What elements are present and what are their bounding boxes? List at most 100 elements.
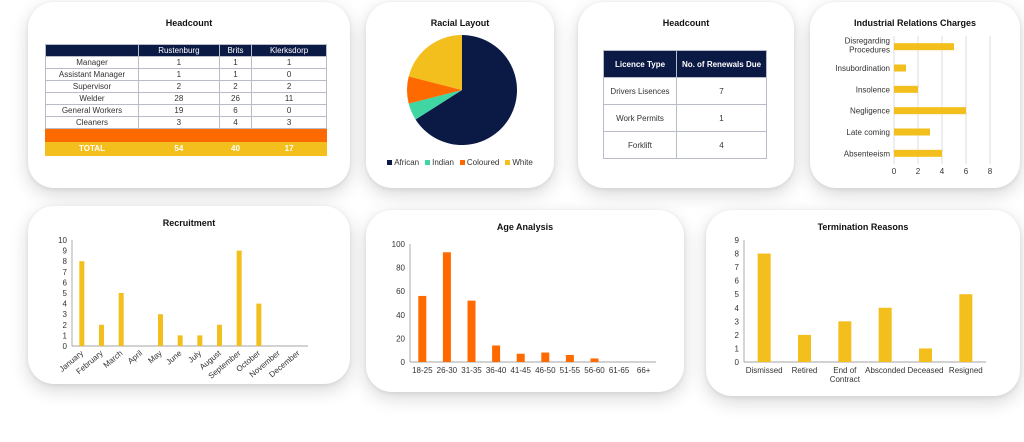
x-tick-label: 46-50: [535, 366, 556, 375]
y-tick-label: 60: [396, 287, 405, 296]
x-tick-label: 31-35: [461, 366, 482, 375]
x-tick-label: Contract: [830, 375, 861, 384]
legend-item-african: African: [387, 158, 419, 167]
termination-chart: 0 1 2 3 4 5 6 7 8 9 Dismissed Retired End ofContract…: [735, 236, 986, 384]
bar: [99, 324, 104, 346]
legend-swatch: [505, 160, 511, 166]
y-tick-label: 6: [63, 278, 68, 287]
headcount-table: Rustenburg Brits Klerksdorp Manager 1 1 1 A…: [45, 44, 327, 156]
y-tick-label: 5: [63, 289, 68, 298]
renewals-cell: 1: [676, 104, 767, 132]
bar: [158, 314, 163, 346]
y-tick-label: 9: [735, 236, 740, 245]
age-analysis-title: Age Analysis: [496, 222, 554, 232]
total-row: TOTAL 54 40 17: [45, 141, 327, 156]
recruitment-title: Recruitment: [162, 218, 216, 228]
table-row: Welder 28 26 11: [45, 92, 327, 105]
bar: [894, 128, 930, 136]
bar: [177, 335, 183, 346]
termination-title: Termination Reasons: [817, 222, 909, 232]
y-tick-label: 0: [63, 342, 68, 351]
role-cell: General Workers: [45, 104, 139, 117]
value-cell: 1: [218, 56, 253, 69]
table-row: Assistant Manager 1 1 0: [45, 68, 327, 81]
y-tick-label: 1: [63, 331, 68, 340]
legend-item-coloured: Coloured: [459, 158, 500, 167]
renewals-cell: 7: [676, 77, 767, 105]
value-cell: 26: [218, 92, 253, 105]
bar: [217, 324, 222, 346]
x-tick-label: April: [126, 349, 144, 366]
column-header: Brits: [218, 44, 253, 57]
x-tick-label: Absconded: [865, 366, 905, 375]
total-value: 40: [218, 141, 253, 156]
x-tick-label: March: [102, 349, 125, 370]
value-cell: 1: [251, 56, 327, 69]
total-label: TOTAL: [45, 141, 139, 156]
total-value: 17: [251, 141, 327, 156]
table-row: Cleaners 3 4 3: [45, 116, 327, 129]
legend-label: Coloured: [466, 158, 500, 167]
bar: [798, 334, 811, 362]
x-tick-label: 2: [916, 167, 921, 176]
y-tick-label: Late coming: [846, 128, 890, 137]
table-row: Supervisor 2 2 2: [45, 80, 327, 93]
table-row: Drivers Lisences 7: [603, 77, 767, 105]
x-tick-label: 0: [892, 167, 897, 176]
bar: [894, 149, 942, 157]
legend-item-white: White: [505, 158, 533, 167]
bar: [894, 107, 966, 115]
x-tick-label: 41-45: [510, 366, 531, 375]
x-tick-label: 26-30: [437, 366, 458, 375]
racial-layout-title: Racial Layout: [430, 18, 490, 28]
y-tick-label: 2: [735, 331, 740, 340]
column-header: Rustenburg: [138, 44, 220, 57]
legend-label: White: [512, 158, 533, 167]
x-tick-label: End of: [833, 366, 857, 375]
recruitment-card: Recruitment 0 1 2 3 4 5 6 7 8 9 10 January February M…: [28, 206, 350, 384]
licence-title: Headcount: [662, 18, 710, 28]
x-tick-label: Retired: [792, 366, 818, 375]
legend-label: African: [394, 158, 420, 167]
x-tick-label: Deceased: [907, 366, 943, 375]
bar: [590, 358, 599, 362]
role-cell: Welder: [45, 92, 139, 105]
termination-card: Termination Reasons 0 1 2 3 4 5 6 7 8 9 Dismissed R…: [706, 210, 1020, 396]
bar: [492, 345, 501, 362]
licence-table: Licence Type No. of Renewals Due Drivers…: [603, 50, 767, 159]
bar: [256, 303, 262, 346]
table-row: General Workers 19 6 0: [45, 104, 327, 117]
y-tick-label: Disregarding: [845, 37, 890, 46]
y-tick-label: 4: [63, 300, 68, 309]
legend-label: Indian: [432, 158, 454, 167]
x-tick-label: 56-60: [584, 366, 605, 375]
x-tick-label: 61-65: [609, 366, 630, 375]
x-tick-label: 8: [988, 167, 993, 176]
pie-slice-african: [415, 35, 517, 145]
value-cell: 3: [138, 116, 220, 129]
bar: [894, 85, 918, 93]
age-analysis-chart: 0 20 40 60 80 100 18-25 26-30 31-35 36-40 41-45 46-…: [392, 240, 656, 375]
y-tick-label: 0: [735, 358, 740, 367]
table-row: Work Permits 1: [603, 104, 767, 132]
bar: [197, 335, 203, 346]
role-cell: Manager: [45, 56, 139, 69]
role-cell: Assistant Manager: [45, 68, 139, 81]
racial-legend: African Indian Coloured White: [366, 158, 554, 167]
value-cell: 19: [138, 104, 220, 117]
racial-layout-card: Racial Layout African Indian Coloured White: [366, 2, 554, 188]
y-tick-label: 4: [735, 304, 740, 313]
bar: [516, 353, 525, 362]
legend-item-indian: Indian: [425, 158, 454, 167]
x-tick-label: 51-55: [560, 366, 581, 375]
x-tick-label: June: [164, 348, 183, 366]
x-tick-label: Resigned: [949, 366, 983, 375]
y-tick-label: Absenteeism: [844, 149, 891, 158]
value-cell: 0: [251, 68, 327, 81]
y-tick-label: 9: [63, 247, 68, 256]
y-tick-label: 7: [63, 268, 68, 277]
value-cell: 0: [251, 104, 327, 117]
bar: [919, 348, 932, 362]
